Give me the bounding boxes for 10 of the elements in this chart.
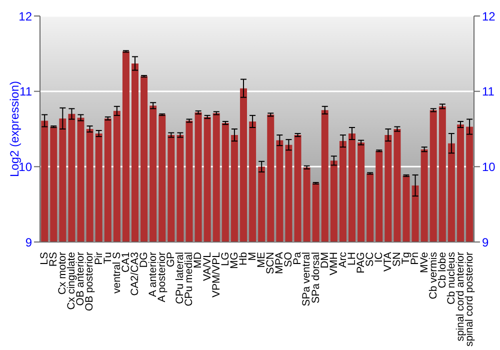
y-axis-title: Log2 (expression) bbox=[7, 80, 22, 178]
x-tick-label: A posterior bbox=[156, 252, 168, 302]
y2-tick-label: 9 bbox=[482, 235, 489, 250]
y2-tick-label: 12 bbox=[482, 9, 496, 24]
y2-tick-label: 11 bbox=[482, 84, 495, 99]
x-tick-label: RS bbox=[48, 252, 60, 267]
y-tick-label: 12 bbox=[18, 9, 32, 24]
y-tick-label: 11 bbox=[20, 84, 32, 99]
y2-tick-label: 10 bbox=[482, 160, 496, 174]
y-tick-label: 9 bbox=[25, 235, 32, 250]
